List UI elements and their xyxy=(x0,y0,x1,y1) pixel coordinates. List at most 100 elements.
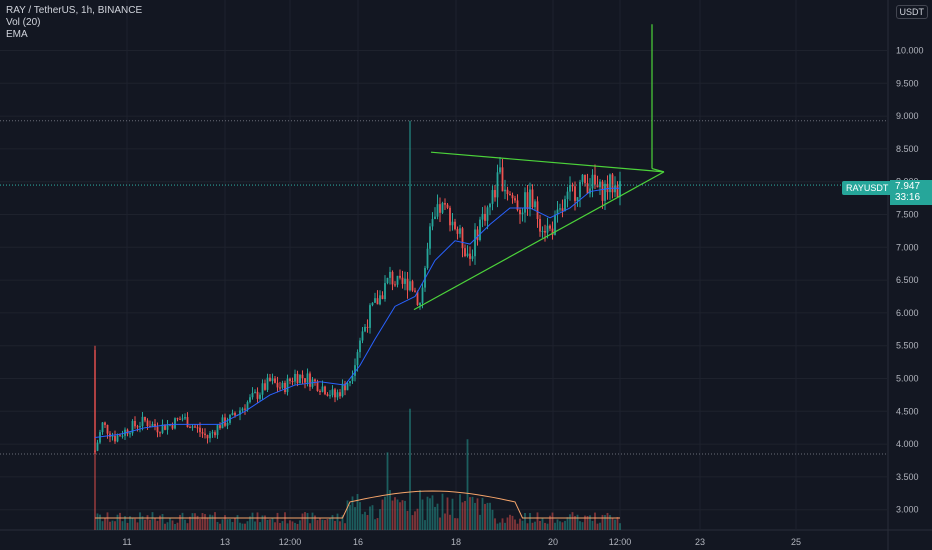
candle-body xyxy=(359,340,361,353)
volume-bar xyxy=(616,517,619,530)
volume-bar xyxy=(589,515,591,530)
volume-bar xyxy=(199,519,201,530)
volume-bar xyxy=(551,512,554,530)
bar-countdown: 33:16 xyxy=(895,192,921,203)
volume-bar xyxy=(574,516,576,530)
volume-bar xyxy=(344,523,346,530)
candle-body xyxy=(354,365,356,376)
candle-body xyxy=(329,395,331,397)
volume-bar xyxy=(269,519,271,530)
price-tick-label: 10.000 xyxy=(896,46,924,56)
last-price: 7.947 xyxy=(895,181,921,192)
candle-body xyxy=(289,378,291,382)
volume-bar xyxy=(584,515,586,530)
volume-bar xyxy=(421,499,424,530)
candle-body xyxy=(596,184,599,188)
candle-body xyxy=(126,429,129,434)
candle-body xyxy=(446,204,449,208)
candle-body xyxy=(389,271,391,278)
ema-indicator-label[interactable]: EMA xyxy=(6,29,28,40)
volume-bar xyxy=(566,517,569,530)
volume-bar xyxy=(419,490,421,530)
price-tick-label: 8.500 xyxy=(896,144,919,154)
volume-bar xyxy=(369,506,371,530)
candle-body xyxy=(369,305,371,328)
candle-body xyxy=(436,204,439,217)
volume-bar xyxy=(601,514,604,530)
volume-bar xyxy=(364,511,366,530)
candle-body xyxy=(544,230,546,233)
volume-bar xyxy=(371,505,374,530)
candle-body xyxy=(476,229,479,241)
volume-bar xyxy=(101,521,104,530)
volume-bar xyxy=(141,516,144,530)
candle-body xyxy=(239,410,241,415)
volume-bar xyxy=(521,520,524,530)
currency-badge[interactable]: USDT xyxy=(895,5,928,19)
volume-bar xyxy=(506,517,509,530)
volume-indicator-label[interactable]: Vol (20) xyxy=(6,17,41,28)
candle-body xyxy=(381,295,384,300)
volume-bar xyxy=(586,515,589,530)
candle-body xyxy=(346,383,349,391)
volume-bar xyxy=(494,518,496,530)
volume-bar xyxy=(611,517,614,530)
symbol-label[interactable]: RAY / TetherUS, 1h, BINANCE xyxy=(6,5,143,16)
volume-bar xyxy=(619,523,621,530)
candle-body xyxy=(529,189,531,210)
price-tick-label: 4.500 xyxy=(896,406,919,416)
volume-bar xyxy=(296,523,299,530)
price-axis[interactable]: 10.0009.5009.0008.5008.0007.5007.0006.50… xyxy=(896,46,924,515)
volume-bar xyxy=(319,517,321,530)
volume-bar xyxy=(309,523,311,530)
volume-bar xyxy=(221,519,224,530)
volume-bar xyxy=(314,515,316,530)
volume-bar xyxy=(576,514,579,530)
candle-body xyxy=(394,284,396,286)
volume-bar xyxy=(106,512,109,530)
candle-body xyxy=(439,204,441,213)
candle-body xyxy=(246,402,249,410)
candle-body xyxy=(441,203,444,213)
candle-body xyxy=(611,174,614,193)
volume-bar xyxy=(479,514,481,530)
volume-bar xyxy=(156,520,159,530)
volume-bar xyxy=(579,521,581,530)
candle-body xyxy=(356,352,359,366)
candle-body xyxy=(566,191,569,200)
candle-body xyxy=(114,435,116,442)
candle-body xyxy=(161,424,164,433)
candle-body xyxy=(471,256,474,259)
candle-body xyxy=(399,275,401,278)
volume-bar xyxy=(544,522,546,530)
candle-body xyxy=(216,425,219,436)
volume-bar xyxy=(219,523,221,530)
price-tick-label: 6.500 xyxy=(896,275,919,285)
candle-body xyxy=(496,172,499,198)
time-axis[interactable]: 11 13 12:00 16 18 20 12:00 23 25 xyxy=(122,537,801,547)
candle-body xyxy=(189,427,191,429)
volume-bar xyxy=(119,512,121,530)
volume-bar xyxy=(284,512,286,530)
volume-bar xyxy=(429,498,431,530)
volume-bar xyxy=(116,514,119,530)
time-tick-label: 25 xyxy=(791,537,801,547)
candle-body xyxy=(489,203,491,208)
candle-body xyxy=(256,391,259,399)
price-tick-label: 7.000 xyxy=(896,242,919,252)
candle-body xyxy=(214,432,216,436)
candle-body xyxy=(589,188,591,194)
candle-body xyxy=(414,290,416,292)
candle-body xyxy=(404,278,406,284)
candle-body xyxy=(294,373,296,382)
volume-bar xyxy=(501,518,504,530)
candle-body xyxy=(464,248,466,257)
candle-body xyxy=(201,432,204,434)
candle-body xyxy=(444,203,446,205)
candle-body xyxy=(461,228,464,249)
candle-body xyxy=(604,183,606,201)
chart-legend: RAY / TetherUS, 1h, BINANCE Vol (20) EMA xyxy=(6,5,142,41)
candle-body xyxy=(306,373,309,383)
volume-bar xyxy=(144,519,146,530)
